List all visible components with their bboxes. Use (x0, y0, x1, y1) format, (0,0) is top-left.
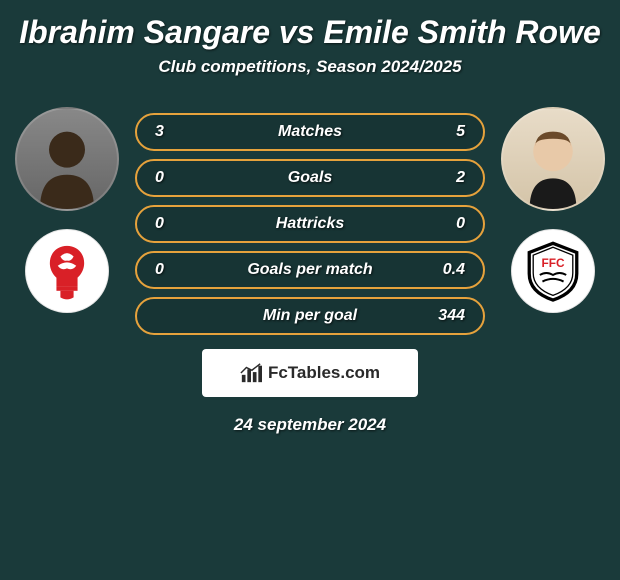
stat-row-hattricks: 0 Hattricks 0 (135, 205, 485, 243)
player2-column: FFC (501, 107, 605, 313)
person-silhouette-icon (508, 119, 598, 209)
person-silhouette-icon (22, 119, 112, 209)
subtitle: Club competitions, Season 2024/2025 (0, 57, 620, 77)
stat-row-goals: 0 Goals 2 (135, 159, 485, 197)
player1-column (15, 107, 119, 313)
page-title: Ibrahim Sangare vs Emile Smith Rowe (0, 0, 620, 57)
bar-chart-icon (240, 362, 262, 384)
content-row: 3 Matches 5 0 Goals 2 0 Hattricks 0 0 Go… (0, 107, 620, 335)
stat-p2-value: 0 (456, 215, 465, 233)
stat-p1-value: 0 (155, 169, 164, 187)
comparison-card: Ibrahim Sangare vs Emile Smith Rowe Club… (0, 0, 620, 435)
player1-crest (25, 229, 109, 313)
stat-row-goals-per-match: 0 Goals per match 0.4 (135, 251, 485, 289)
stat-p1-value: 0 (155, 215, 164, 233)
branding-box: FcTables.com (202, 349, 418, 397)
fulham-crest-icon: FFC (520, 238, 586, 304)
stat-label: Matches (278, 123, 342, 141)
stat-label: Min per goal (263, 307, 357, 325)
player2-crest: FFC (511, 229, 595, 313)
stat-row-min-per-goal: Min per goal 344 (135, 297, 485, 335)
stat-p2-value: 344 (438, 307, 465, 325)
stat-label: Hattricks (276, 215, 344, 233)
stat-label: Goals per match (247, 261, 372, 279)
brand-text: FcTables.com (268, 363, 380, 383)
nottingham-forest-crest-icon (34, 238, 100, 304)
stat-p1-value: 0 (155, 261, 164, 279)
stat-label: Goals (288, 169, 332, 187)
stats-column: 3 Matches 5 0 Goals 2 0 Hattricks 0 0 Go… (135, 107, 485, 335)
stat-p2-value: 5 (456, 123, 465, 141)
stat-row-matches: 3 Matches 5 (135, 113, 485, 151)
date-text: 24 september 2024 (0, 415, 620, 435)
svg-text:FFC: FFC (541, 256, 565, 270)
player1-avatar (15, 107, 119, 211)
stat-p2-value: 0.4 (443, 261, 465, 279)
stat-p1-value: 3 (155, 123, 164, 141)
player2-avatar (501, 107, 605, 211)
stat-p2-value: 2 (456, 169, 465, 187)
